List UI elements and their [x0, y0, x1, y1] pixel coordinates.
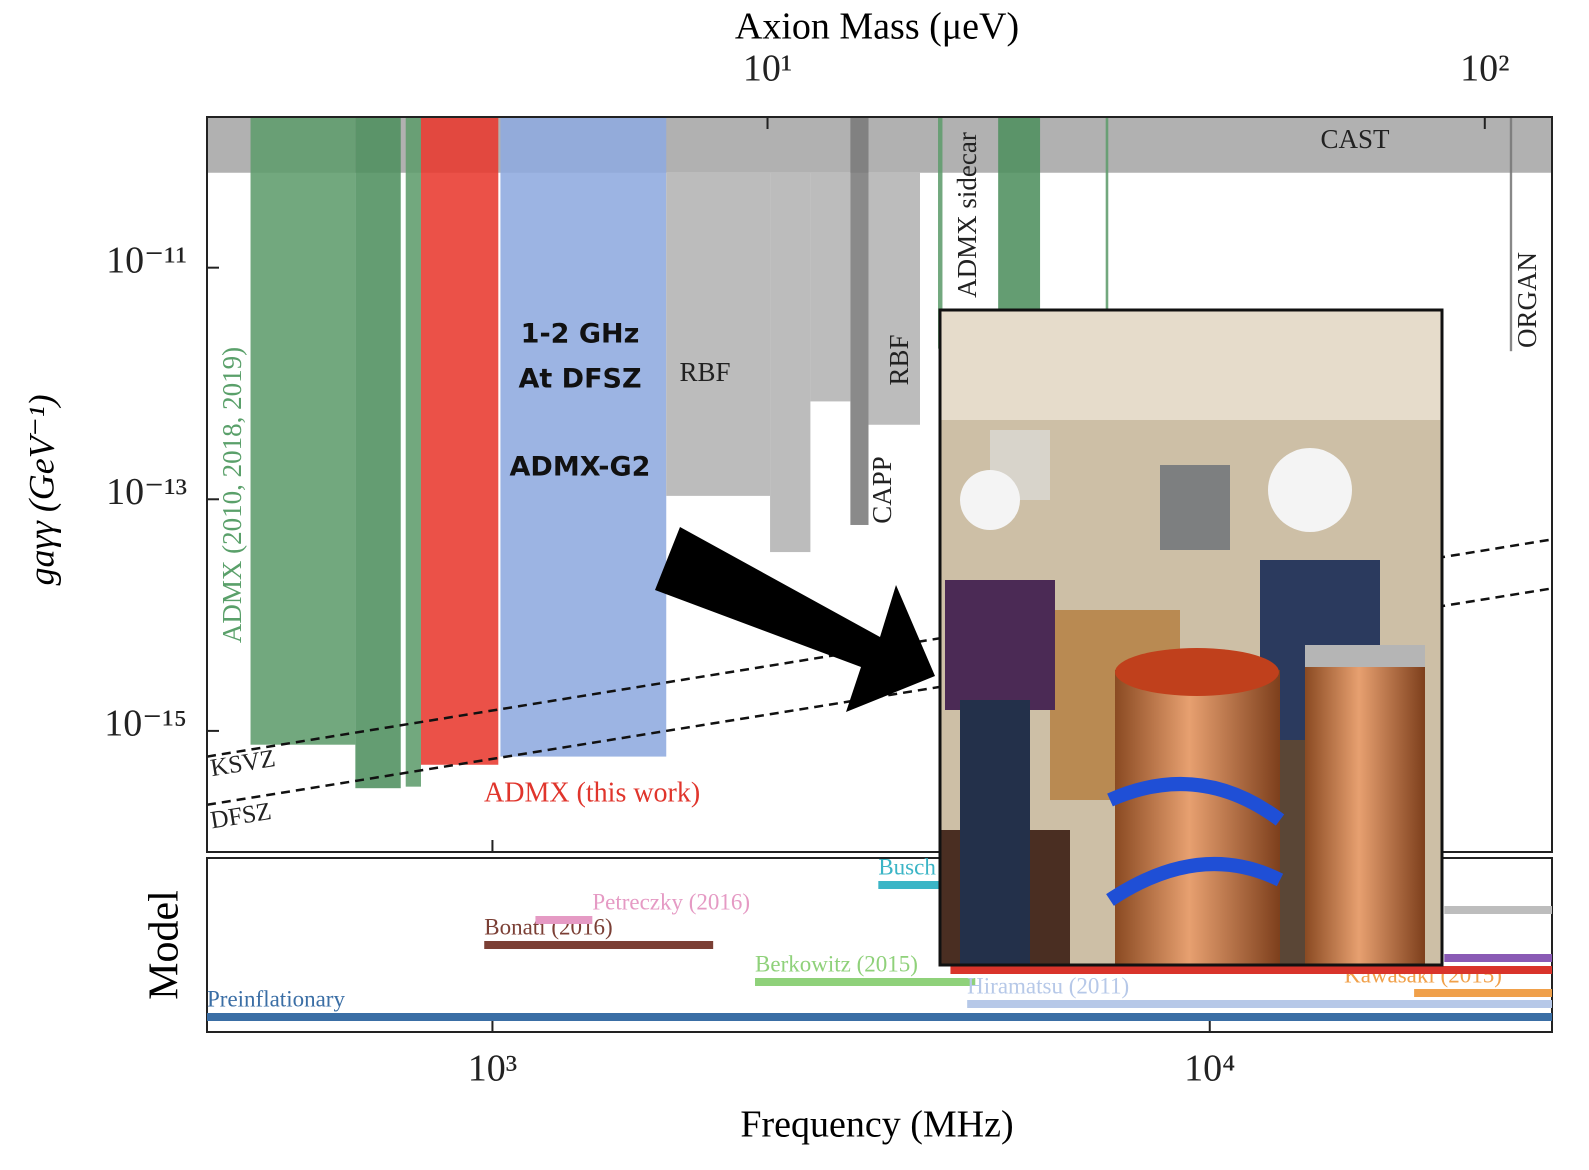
model-bar: [484, 941, 713, 949]
x2-tick-label: 10¹: [743, 48, 792, 90]
exclusion-region: [406, 117, 421, 787]
callout-text: At DFSZ: [518, 364, 641, 395]
y-tick-label: 10⁻¹³: [106, 471, 187, 513]
callout-text: ADMX-G2: [510, 452, 651, 483]
photo-person: [945, 580, 1055, 710]
exclusion-region: [869, 173, 920, 425]
callout-text: 1-2 GHz: [521, 319, 640, 350]
model-bar: [967, 1000, 1552, 1008]
exclusion-region: [251, 117, 356, 745]
photo-cavity-top: [1115, 648, 1279, 696]
model-label: Hiramatsu (2011): [967, 973, 1129, 998]
x-tick-label: 10⁴: [1184, 1048, 1235, 1090]
x-tick-label: 10³: [468, 1048, 517, 1090]
photo-cavity-cap: [1305, 645, 1425, 667]
y-tick-label: 10⁻¹¹: [106, 239, 187, 281]
photo-person: [960, 700, 1030, 965]
photo: [940, 310, 1442, 965]
model-label: Petreczky (2016): [592, 889, 750, 914]
model-bar: [950, 966, 1552, 974]
exclusion-region: [355, 117, 400, 788]
annotation: CAPP: [867, 456, 897, 524]
model-bar: [1444, 954, 1552, 962]
photo-cavity: [1115, 670, 1280, 965]
model-label: Model: [142, 890, 188, 1000]
model-label: Busch: [878, 854, 936, 879]
model-bar: [755, 978, 975, 986]
model-bar: [878, 881, 939, 889]
annotation: ADMX sidecar: [952, 132, 982, 298]
model-label: Preinflationary: [207, 986, 345, 1011]
model-bar: [1414, 989, 1552, 997]
photo-ceiling: [940, 310, 1442, 420]
y-axis-label: gaγγ (GeV⁻¹): [21, 394, 61, 585]
exclusion-region: [500, 117, 666, 757]
annotation: RBF: [679, 357, 730, 387]
x2-tick-label: 10²: [1460, 48, 1509, 90]
exclusion-region: [770, 173, 810, 552]
model-bar: [535, 916, 592, 924]
annotation: CAST: [1320, 124, 1390, 154]
annotation: ORGAN: [1512, 252, 1542, 348]
annotation: RBF: [884, 334, 914, 385]
exclusion-region: [810, 173, 850, 402]
annotation: ADMX (2010, 2018, 2019): [217, 347, 247, 643]
chart: KSVZDFSZ10⁻¹¹10⁻¹³10⁻¹⁵10³10⁴10¹10²Prein…: [0, 0, 1589, 1170]
exclusion-region: [850, 117, 868, 525]
x-axis-label: Frequency (MHz): [740, 1104, 1013, 1146]
model-bar: [1444, 906, 1552, 914]
model-label: Berkowitz (2015): [755, 951, 918, 976]
model-bar: [207, 1013, 1552, 1021]
exclusion-region: [666, 173, 770, 496]
photo-helmet: [1268, 448, 1352, 532]
exclusion-region: [421, 117, 498, 765]
photo-panel: [1160, 465, 1230, 550]
photo-helmet: [960, 470, 1020, 530]
annotation: ADMX (this work): [484, 777, 700, 808]
x2-axis-label: Axion Mass (μeV): [735, 6, 1019, 48]
y-tick-label: 10⁻¹⁵: [104, 703, 187, 745]
photo-cavity: [1305, 650, 1425, 965]
